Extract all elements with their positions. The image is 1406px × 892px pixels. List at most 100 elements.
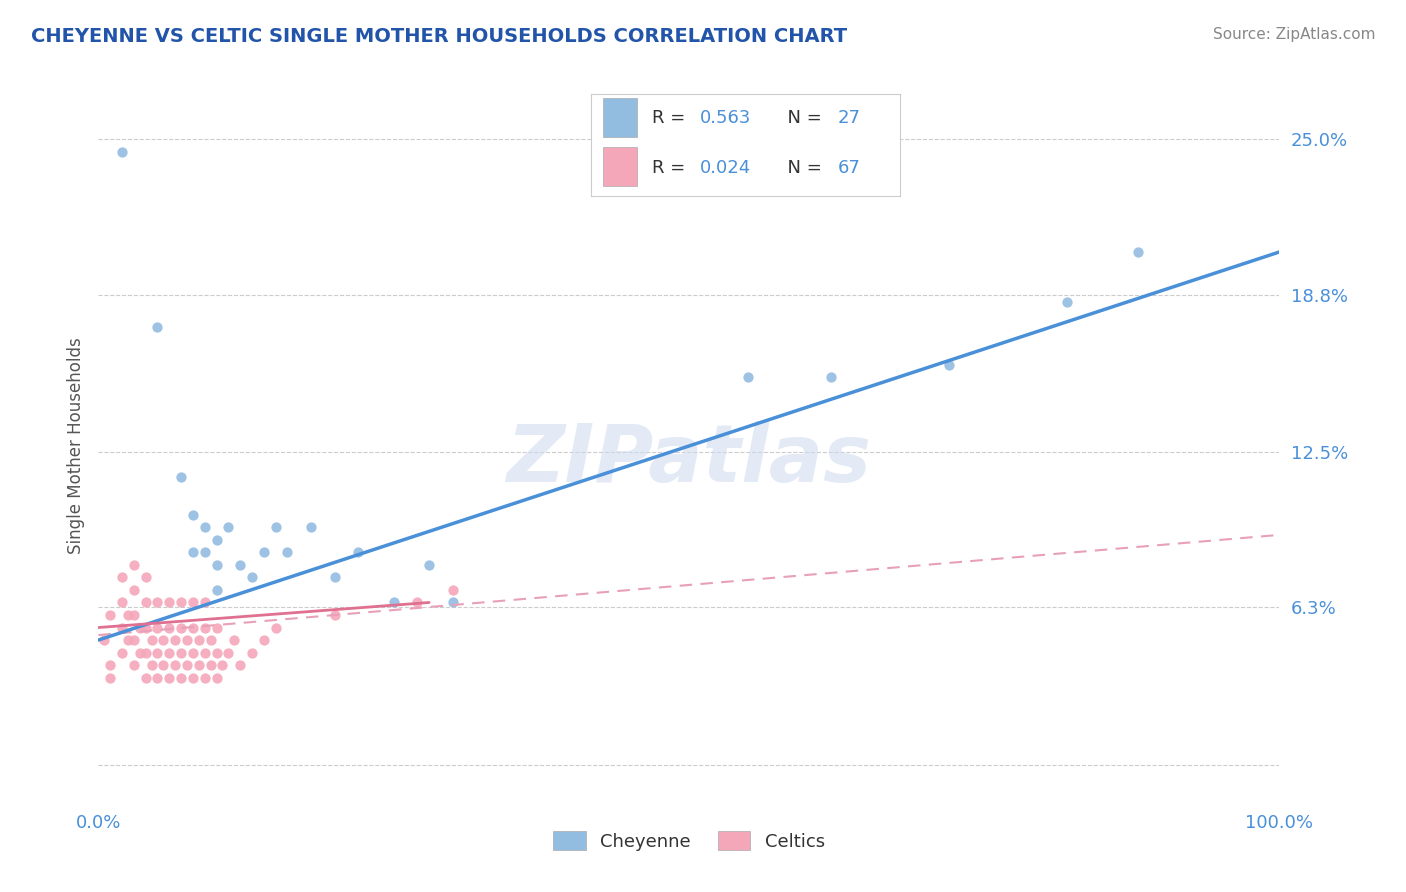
Point <box>253 545 276 559</box>
Point <box>229 558 252 572</box>
Point <box>128 646 150 660</box>
Point <box>240 646 263 660</box>
Point <box>146 621 169 635</box>
Point <box>217 646 239 660</box>
Point <box>264 520 287 534</box>
Point <box>98 671 121 685</box>
Point <box>205 582 228 597</box>
Point <box>181 671 204 685</box>
Point <box>200 658 222 673</box>
Point <box>205 671 228 685</box>
Point <box>194 621 217 635</box>
Point <box>441 582 464 597</box>
FancyBboxPatch shape <box>603 147 637 186</box>
Point <box>141 658 163 673</box>
Point <box>217 520 239 534</box>
Point <box>157 621 180 635</box>
Point <box>111 595 134 609</box>
Point <box>170 470 193 484</box>
Point <box>737 370 759 384</box>
Point <box>181 545 204 559</box>
Point <box>347 545 370 559</box>
Point <box>98 658 121 673</box>
Point <box>152 658 174 673</box>
Y-axis label: Single Mother Households: Single Mother Households <box>66 338 84 554</box>
Point <box>122 558 145 572</box>
Point <box>323 607 346 622</box>
Point <box>122 607 145 622</box>
Point <box>122 582 145 597</box>
Point <box>181 621 204 635</box>
Point <box>170 646 193 660</box>
Point <box>299 520 322 534</box>
Point <box>111 145 134 159</box>
Point <box>938 358 960 372</box>
FancyBboxPatch shape <box>603 98 637 136</box>
Point <box>146 671 169 685</box>
Text: ZIPatlas: ZIPatlas <box>506 421 872 500</box>
Text: CHEYENNE VS CELTIC SINGLE MOTHER HOUSEHOLDS CORRELATION CHART: CHEYENNE VS CELTIC SINGLE MOTHER HOUSEHO… <box>31 27 846 45</box>
Point <box>200 633 222 648</box>
Point <box>1056 295 1078 310</box>
Point <box>205 533 228 547</box>
Point <box>194 545 217 559</box>
Point <box>111 570 134 584</box>
Point <box>135 595 157 609</box>
Point <box>406 595 429 609</box>
Point <box>170 595 193 609</box>
Point <box>165 658 187 673</box>
Point <box>170 621 193 635</box>
Text: 0.563: 0.563 <box>700 110 752 128</box>
Point <box>418 558 440 572</box>
Point <box>135 570 157 584</box>
Point <box>229 658 252 673</box>
Point <box>128 621 150 635</box>
Point <box>211 658 233 673</box>
Point <box>205 621 228 635</box>
Point <box>117 607 139 622</box>
Point <box>194 646 217 660</box>
Point <box>122 633 145 648</box>
Text: N =: N = <box>776 110 828 128</box>
Point <box>1126 244 1149 259</box>
Text: 27: 27 <box>838 110 860 128</box>
Point <box>181 646 204 660</box>
Text: 0.024: 0.024 <box>700 159 752 177</box>
Point <box>146 320 169 334</box>
Text: Source: ZipAtlas.com: Source: ZipAtlas.com <box>1212 27 1375 42</box>
Point <box>165 633 187 648</box>
Point <box>441 595 464 609</box>
Point <box>111 621 134 635</box>
Point <box>323 570 346 584</box>
Point <box>194 671 217 685</box>
Point <box>135 646 157 660</box>
Text: R =: R = <box>652 159 692 177</box>
Point <box>820 370 842 384</box>
Point <box>181 508 204 522</box>
Point <box>176 633 198 648</box>
Point <box>152 633 174 648</box>
Text: 67: 67 <box>838 159 860 177</box>
Text: R =: R = <box>652 110 692 128</box>
Point <box>382 595 405 609</box>
Point <box>205 558 228 572</box>
Point <box>146 595 169 609</box>
Point <box>276 545 298 559</box>
Point <box>264 621 287 635</box>
Point <box>141 633 163 648</box>
Point <box>122 658 145 673</box>
Point <box>93 633 115 648</box>
Point <box>170 671 193 685</box>
Point <box>187 633 209 648</box>
Point <box>240 570 263 584</box>
Point <box>111 646 134 660</box>
Point <box>135 621 157 635</box>
Point <box>194 595 217 609</box>
Point <box>253 633 276 648</box>
Point <box>146 646 169 660</box>
Point <box>98 607 121 622</box>
Point <box>194 520 217 534</box>
Point <box>187 658 209 673</box>
Text: N =: N = <box>776 159 828 177</box>
Point <box>224 633 246 648</box>
